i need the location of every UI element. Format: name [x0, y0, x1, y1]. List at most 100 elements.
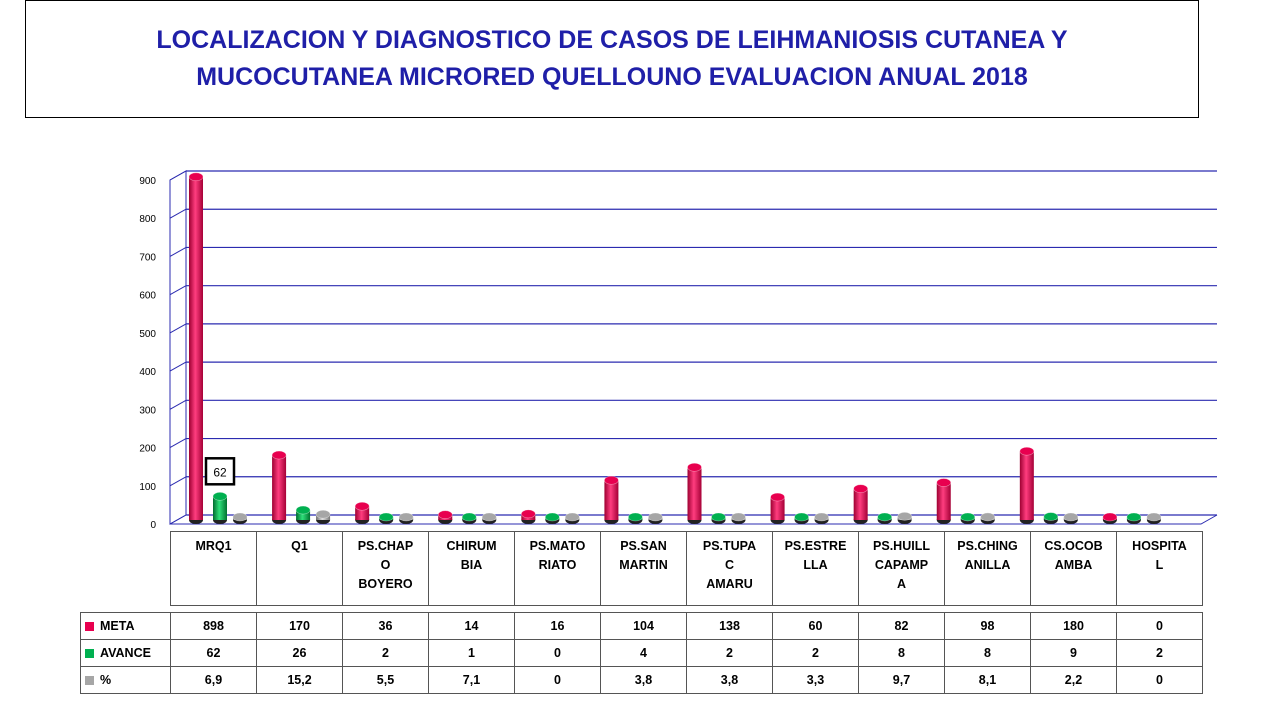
category-label-line: MARTIN — [619, 558, 668, 572]
category-label-line: BIA — [460, 558, 483, 572]
chart-side-wall — [169, 170, 187, 525]
bar-meta-6 — [687, 462, 702, 524]
bar-avance-10 — [1043, 512, 1059, 524]
category-label: CS.OCOB AMBA — [1030, 531, 1117, 606]
table-cell: 4 — [600, 639, 687, 667]
bar-avance-6 — [711, 512, 726, 524]
legend-entry: META — [80, 612, 171, 640]
table-cell: 898 — [170, 612, 257, 640]
table-cell: 170 — [256, 612, 343, 640]
chart-floor — [170, 514, 1218, 525]
table-cell: 16 — [514, 612, 601, 640]
bar-avance-1 — [295, 505, 311, 524]
y-tick-label: 600 — [139, 291, 156, 302]
table-cell: 6,9 — [170, 666, 257, 694]
table-cell: 7,1 — [428, 666, 515, 694]
table-cell: 60 — [772, 612, 859, 640]
bar-meta-1 — [271, 450, 287, 524]
bar-avance-11 — [1126, 512, 1142, 524]
y-tick-label: 100 — [139, 482, 156, 493]
category-label: MRQ1 — [170, 531, 257, 606]
bar-avance-0 — [212, 492, 228, 524]
table-cell: 2,2 — [1030, 666, 1117, 694]
category-label-line: ANILLA — [964, 558, 1011, 572]
table-cell: 2 — [1116, 639, 1203, 667]
table-cell: 62 — [170, 639, 257, 667]
bar-pct-3 — [481, 512, 497, 524]
data-label-callout: 62 — [204, 457, 236, 486]
table-row: % 6,9 15,2 5,5 7,1 0 3,8 3,8 3,3 9,7 8,1 2,2 0 — [80, 666, 1203, 694]
table-cell: 26 — [256, 639, 343, 667]
gridline-diagonal — [169, 170, 187, 181]
bar-pct-1 — [315, 509, 331, 524]
category-label-line: LLA — [803, 558, 828, 572]
category-label-line: L — [1155, 558, 1164, 572]
y-tick-label: 200 — [139, 444, 156, 455]
series-name: AVANCE — [100, 646, 151, 660]
bar-avance-5 — [628, 512, 643, 524]
y-tick-label: 300 — [139, 405, 156, 416]
table-cell: 8 — [944, 639, 1031, 667]
category-label-line: MRQ1 — [195, 539, 232, 553]
table-cell: 5,5 — [342, 666, 429, 694]
category-label-line: RIATO — [538, 558, 577, 572]
table-cell: 2 — [686, 639, 773, 667]
gridline-diagonal — [169, 438, 187, 448]
y-tick-label: 0 — [150, 520, 156, 531]
category-label-line: PS.SAN — [620, 539, 667, 553]
table-cell: 1 — [428, 639, 515, 667]
bar-meta-0 — [188, 172, 204, 524]
category-label-line: PS.CHING — [957, 539, 1018, 553]
category-label-line: O — [380, 558, 391, 572]
bar-meta-11 — [1102, 512, 1118, 524]
legend-key — [85, 649, 94, 658]
bar-pct-0 — [232, 512, 248, 524]
table-cell: 9 — [1030, 639, 1117, 667]
gridline-diagonal — [169, 208, 187, 219]
bar-meta-7 — [770, 492, 785, 524]
legend-entry: % — [80, 666, 171, 694]
bar-meta-4 — [521, 509, 536, 524]
gridline-diagonal — [169, 514, 187, 525]
bar-meta-9 — [936, 478, 952, 524]
category-label-line: PS.MATO — [529, 539, 586, 553]
bar-pct-6 — [731, 512, 746, 524]
y-tick-label: 500 — [139, 329, 156, 340]
category-label: PS.MATO RIATO — [514, 531, 601, 606]
category-label-line: A — [896, 577, 907, 591]
table-cell: 3,8 — [686, 666, 773, 694]
bar-pct-7 — [814, 512, 829, 524]
data-label-text: 62 — [213, 465, 227, 479]
legend-entry: AVANCE — [80, 639, 171, 667]
category-label-line: Q1 — [291, 539, 308, 553]
category-label-line: PS.ESTRE — [784, 539, 847, 553]
category-label-line: C — [724, 558, 735, 572]
chart-title: LOCALIZACION Y DIAGNOSTICO DE CASOS DE L… — [156, 26, 1068, 91]
category-label-line: PS.HUILL — [873, 539, 930, 553]
gridline-diagonal — [169, 247, 187, 257]
category-label: PS.SAN MARTIN — [600, 531, 687, 606]
bar-meta-5 — [604, 475, 619, 524]
table-cell: 2 — [772, 639, 859, 667]
bar-avance-7 — [794, 512, 809, 524]
table-cell: 82 — [858, 612, 945, 640]
gridline-diagonal — [169, 399, 187, 410]
bar-pct-10 — [1063, 512, 1079, 524]
table-cell: 8 — [858, 639, 945, 667]
bar-meta-8 — [853, 484, 868, 524]
series-name: META — [100, 619, 135, 633]
gridline-diagonal — [169, 361, 187, 372]
bar-meta-2 — [354, 501, 370, 524]
table-cell: 0 — [1116, 666, 1203, 694]
table-cell: 98 — [944, 612, 1031, 640]
gridline-diagonal — [169, 285, 187, 296]
bar-avance-8 — [877, 512, 892, 524]
legend-key — [85, 676, 94, 685]
bar-meta-10 — [1019, 446, 1035, 524]
table-cell: 8,1 — [944, 666, 1031, 694]
bar-avance-9 — [960, 512, 976, 524]
table-cell: 180 — [1030, 612, 1117, 640]
category-label-line: CHIRUM — [446, 539, 497, 553]
category-label-line: BOYERO — [358, 577, 413, 591]
y-tick-label: 700 — [139, 252, 156, 263]
